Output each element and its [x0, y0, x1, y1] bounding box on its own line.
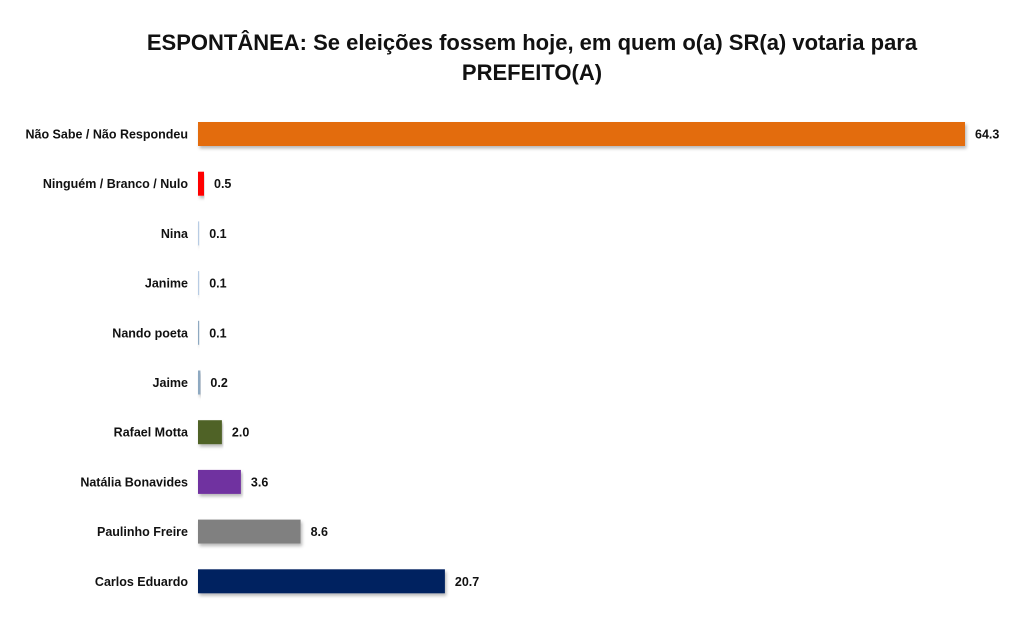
bar-series: Não Sabe / Não Respondeu 64.3 Ninguém / Br…	[25, 122, 999, 594]
value-label-8: 8.6	[311, 525, 328, 539]
category-label-1: Ninguém / Branco / Nulo	[43, 177, 189, 191]
value-label-3: 0.1	[209, 277, 226, 291]
value-label-7: 3.6	[251, 475, 268, 489]
bar-7	[198, 469, 241, 494]
bar-6	[198, 420, 222, 445]
category-label-4: Nando poeta	[112, 326, 189, 340]
bar-0	[198, 122, 965, 146]
bar-9	[198, 569, 445, 594]
category-label-7: Natália Bonavides	[80, 475, 188, 489]
value-label-5: 0.2	[210, 376, 227, 390]
bar-4	[198, 320, 200, 345]
category-label-6: Rafael Motta	[114, 426, 189, 440]
chart-title-line-2: PREFEITO(A)	[461, 60, 603, 85]
bar-1	[198, 171, 204, 196]
value-label-0: 64.3	[975, 128, 999, 142]
value-label-1: 0.5	[214, 177, 231, 191]
chart-title: ESPONTÂNEA: Se eleições fossem hoje, em …	[0, 28, 1024, 88]
bar-8	[198, 519, 301, 544]
category-label-3: Janime	[145, 277, 188, 291]
value-label-9: 20.7	[455, 575, 479, 589]
category-label-8: Paulinho Freire	[97, 525, 188, 539]
bar-2	[198, 221, 200, 246]
chart-title-line-1: ESPONTÂNEA: Se eleições fossem hoje, em …	[146, 30, 918, 55]
category-label-0: Não Sabe / Não Respondeu	[25, 128, 188, 142]
value-label-2: 0.1	[209, 227, 226, 241]
category-label-5: Jaime	[153, 376, 188, 390]
category-label-9: Carlos Eduardo	[95, 575, 188, 589]
bar-5	[198, 370, 201, 395]
value-label-4: 0.1	[209, 326, 226, 340]
category-label-2: Nina	[161, 227, 189, 241]
bar-3	[198, 271, 200, 296]
value-label-6: 2.0	[232, 426, 249, 440]
